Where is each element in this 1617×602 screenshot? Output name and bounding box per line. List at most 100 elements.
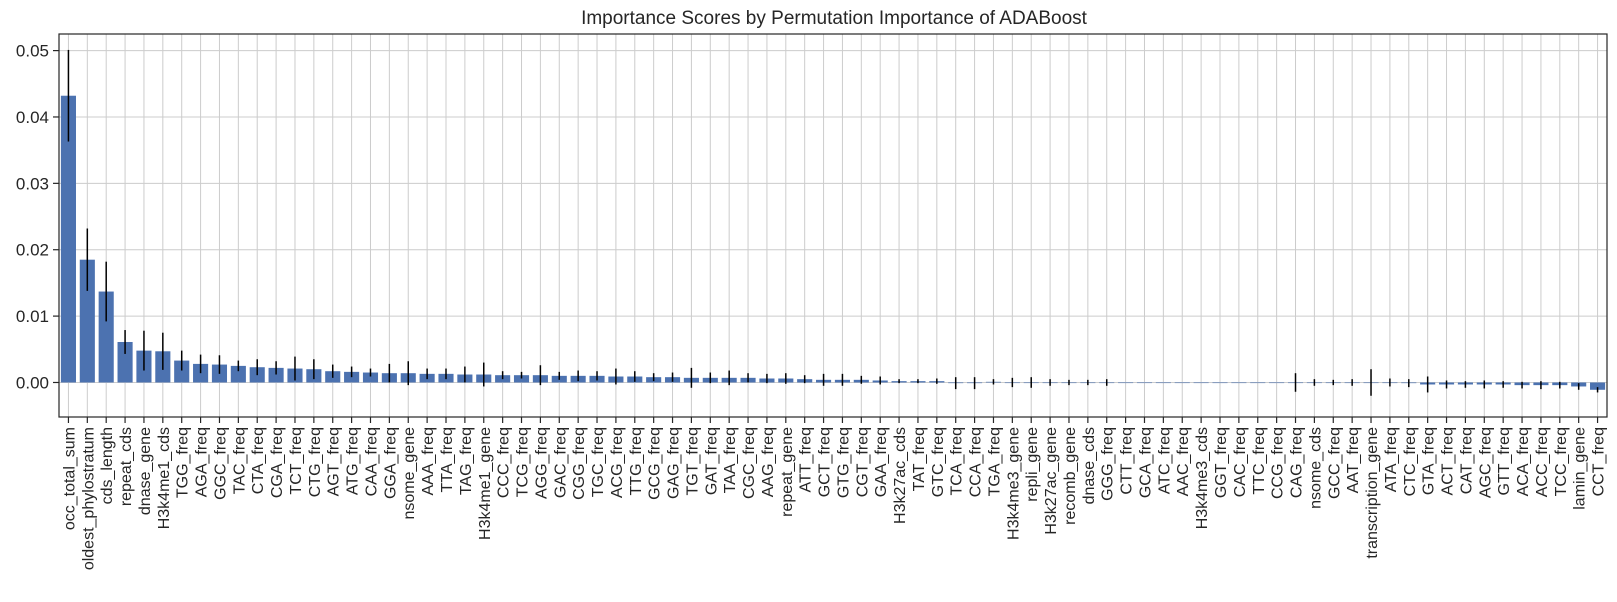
x-tick-label: CGA_freq (269, 427, 286, 498)
y-tick-label: 0.05 (16, 42, 49, 61)
bar (1590, 382, 1606, 390)
x-tick-label: dnase_gene (137, 427, 154, 515)
x-tick-label: CAG_freq (1289, 427, 1306, 498)
x-tick-label: TAT_freq (911, 427, 928, 491)
x-tick-label: cds_length (99, 427, 116, 504)
x-tick-label: nsome_gene (401, 427, 418, 520)
x-tick-label: CAT_freq (1458, 427, 1475, 494)
x-tick-label: ATC_freq (1156, 427, 1173, 494)
x-tick-label: CTA_freq (250, 427, 267, 494)
x-tick-label: H3k4me1_cds (156, 427, 173, 529)
x-tick-label: GGT_freq (1213, 427, 1230, 498)
error-bars (67, 49, 1599, 396)
x-tick-label: AAA_freq (420, 427, 437, 495)
x-tick-label: TTG_freq (628, 427, 645, 495)
y-axis-ticks: 0.00 0.01 0.02 0.03 0.04 0.05 (16, 42, 59, 392)
bar (1136, 382, 1153, 384)
x-tick-label: oldest_phylostratum (80, 427, 97, 570)
x-tick-label: CCG_freq (1270, 427, 1287, 499)
x-tick-label: repli_gene (1024, 427, 1041, 502)
x-tick-label: TGA_freq (986, 427, 1003, 496)
x-tick-label: AAC_freq (1175, 427, 1192, 496)
bar (1250, 382, 1266, 384)
bar (1118, 382, 1134, 384)
x-tick-label: AAT_freq (1345, 427, 1362, 493)
x-tick-label: TAC_freq (231, 427, 248, 494)
x-tick-label: GTC_freq (930, 427, 947, 497)
x-tick-label: H3k27ac_cds (892, 427, 909, 524)
bar (1193, 382, 1209, 384)
y-tick-label: 0.01 (16, 307, 49, 326)
bar (1231, 382, 1247, 384)
x-tick-label: GAA_freq (873, 427, 890, 497)
x-tick-label: CCT_freq (1591, 427, 1608, 496)
x-tick-label: GTG_freq (835, 427, 852, 498)
x-tick-label: GCC_freq (1326, 427, 1343, 499)
y-tick-label: 0.00 (16, 373, 49, 392)
bar (60, 95, 76, 383)
x-tick-label: GAT_freq (703, 427, 720, 495)
x-tick-label: H3k4me3_gene (1005, 427, 1022, 540)
bar (1155, 382, 1171, 384)
x-tick-label: ACG_freq (609, 427, 626, 498)
x-tick-label: TGT_freq (684, 427, 701, 495)
x-tick-label: GCA_freq (1137, 427, 1154, 498)
x-tick-label: TCA_freq (949, 427, 966, 495)
x-tick-label: recomb_gene (1062, 427, 1079, 525)
bar (117, 341, 133, 383)
x-tick-label: AGG_freq (533, 427, 550, 499)
x-tick-label: dnase_cds (1081, 427, 1098, 504)
plot-frame (58, 33, 1608, 418)
bar (268, 367, 284, 383)
x-tick-label: CAC_freq (1232, 427, 1249, 497)
bar (1212, 382, 1228, 384)
x-tick-label: repeat_cds (118, 427, 135, 506)
x-tick-label: TCG_freq (515, 427, 532, 497)
bar (362, 372, 379, 383)
x-tick-label: GTA_freq (1421, 427, 1438, 495)
x-tick-label: AGA_freq (194, 427, 211, 497)
bar (344, 371, 360, 383)
bar (1174, 382, 1190, 384)
x-tick-label: TAA_freq (722, 427, 739, 493)
x-tick-label: CGC_freq (741, 427, 758, 499)
x-tick-label: CTC_freq (1402, 427, 1419, 496)
x-tick-label: occ_total_sum (61, 427, 78, 530)
x-tick-label: ACT_freq (1440, 427, 1457, 495)
y-tick-label: 0.04 (16, 108, 49, 127)
x-tick-label: GGC_freq (212, 427, 229, 500)
x-tick-label: AGT_freq (326, 427, 343, 496)
x-tick-label: CTG_freq (307, 427, 324, 497)
y-tick-label: 0.03 (16, 174, 49, 193)
x-tick-label: GCG_freq (647, 427, 664, 500)
x-tick-label: CTT_freq (1119, 427, 1136, 495)
x-tick-label: lamin_gene (1572, 427, 1589, 510)
x-tick-label: ACA_freq (1515, 427, 1532, 496)
x-tick-label: ACC_freq (1534, 427, 1551, 497)
bar (1269, 382, 1285, 384)
x-tick-label: H3k4me3_cds (1194, 427, 1211, 529)
bar (174, 360, 190, 383)
x-tick-label: TAG_freq (458, 427, 475, 495)
x-tick-label: transcription_gene (1364, 427, 1381, 559)
x-tick-label: GGG_freq (1100, 427, 1117, 501)
grid-lines (59, 34, 1607, 417)
x-tick-label: TCT_freq (288, 427, 305, 495)
x-tick-label: ATT_freq (798, 427, 815, 493)
x-tick-label: GAG_freq (666, 427, 683, 499)
x-tick-label: AGC_freq (1477, 427, 1494, 498)
x-tick-label: H3k4me1_gene (477, 427, 494, 540)
x-tick-label: TTA_freq (439, 427, 456, 493)
x-tick-label: AAG_freq (760, 427, 777, 497)
x-tick-label: CGT_freq (854, 427, 871, 497)
x-axis-ticks: occ_total_sum oldest_phylostratum cds_leng… (61, 417, 1608, 570)
x-tick-label: GCT_freq (817, 427, 834, 497)
x-tick-label: CCC_freq (496, 427, 513, 498)
bar (513, 375, 530, 383)
x-tick-label: CCA_freq (968, 427, 985, 497)
x-tick-label: GGA_freq (382, 427, 399, 499)
bar (79, 259, 95, 383)
bar (98, 291, 114, 383)
x-tick-label: repeat_gene (779, 427, 796, 517)
